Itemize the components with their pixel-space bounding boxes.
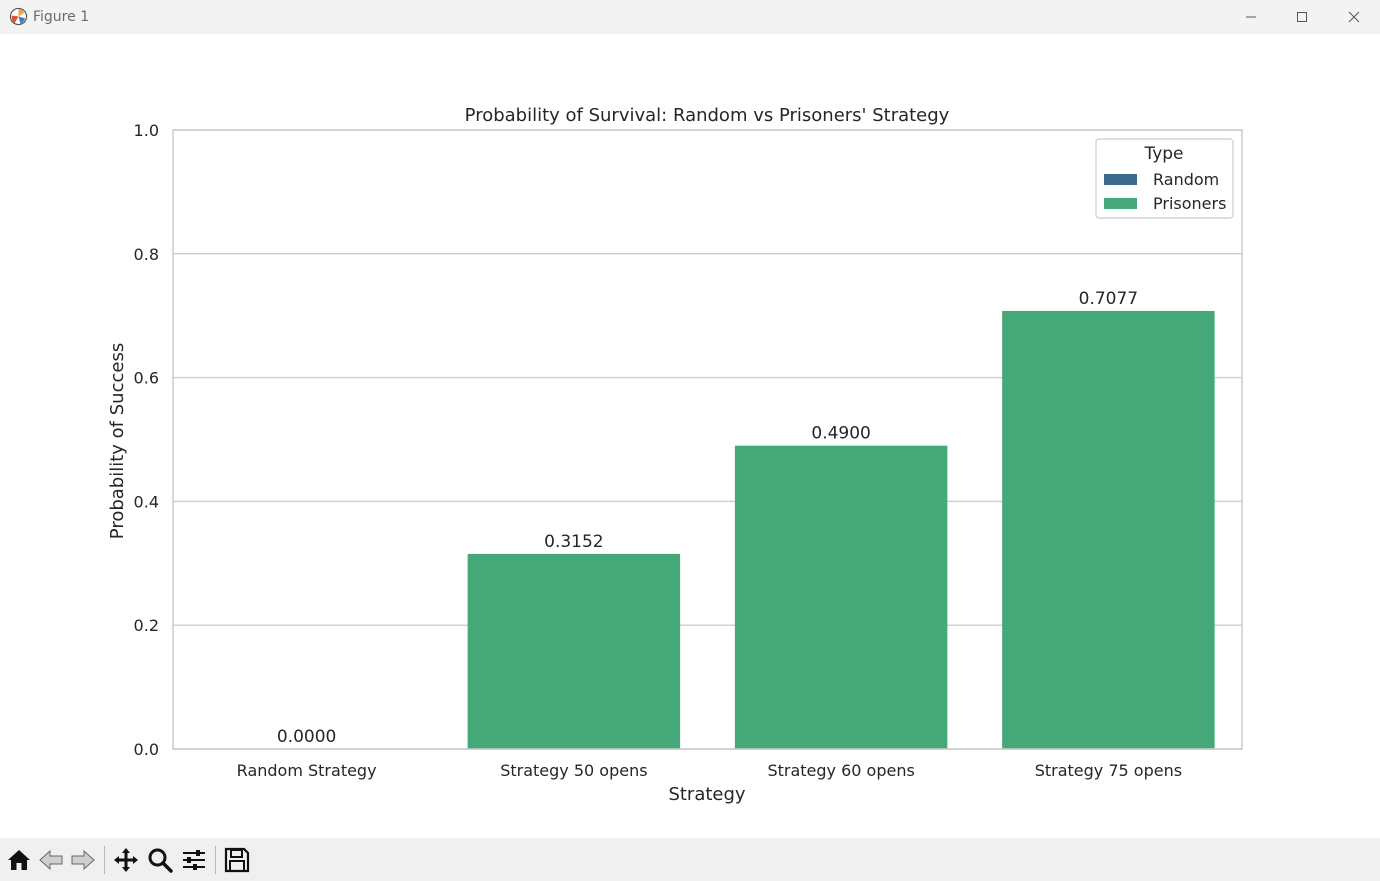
- y-tick-label: 0.0: [134, 740, 159, 759]
- back-arrow-icon: [39, 849, 63, 871]
- chart-title: Probability of Survival: Random vs Priso…: [465, 105, 950, 126]
- close-button[interactable]: [1328, 0, 1380, 34]
- x-tick-label: Strategy 60 opens: [767, 761, 914, 780]
- y-tick-label: 0.8: [134, 245, 159, 264]
- y-tick-label: 0.4: [134, 492, 159, 511]
- legend-swatch-random: [1104, 174, 1137, 185]
- maximize-icon: [1297, 12, 1307, 22]
- matplotlib-logo-icon: [9, 7, 28, 26]
- legend-label-prisoners: Prisoners: [1153, 194, 1226, 213]
- forward-arrow-icon: [71, 849, 95, 871]
- bar-value-label: 0.7077: [1079, 289, 1138, 309]
- bar-value-label: 0.0000: [277, 727, 336, 747]
- x-tick-labels: Random Strategy Strategy 50 opens Strategy…: [237, 761, 1182, 780]
- y-tick-labels: 0.0 0.2 0.4 0.6 0.8 1.0: [134, 121, 159, 759]
- y-axis-label: Probability of Success: [107, 343, 128, 539]
- home-icon: [8, 850, 30, 870]
- legend-swatch-prisoners: [1104, 198, 1137, 209]
- maximize-button[interactable]: [1276, 0, 1328, 34]
- window-titlebar: Figure 1: [0, 0, 1380, 34]
- axes-frame: [172, 129, 1243, 750]
- bar: [734, 445, 948, 749]
- configure-subplots-button[interactable]: [180, 846, 208, 874]
- legend-label-random: Random: [1153, 170, 1219, 189]
- y-tick-label: 0.6: [134, 369, 159, 388]
- forward-button[interactable]: [69, 846, 97, 874]
- configure-subplots-icon: [183, 850, 205, 870]
- close-icon: [1348, 11, 1360, 23]
- toolbar-separator: [215, 846, 216, 874]
- bar-chart: 0.0 0.2 0.4 0.6 0.8 1.0 Random Strategy Strate…: [107, 105, 1243, 805]
- y-tick-label: 1.0: [134, 121, 159, 140]
- bar: [1002, 310, 1215, 749]
- home-button[interactable]: [5, 846, 33, 874]
- bar-value-labels: 0.0000 0.3152 0.4900 0.7077: [277, 289, 1138, 747]
- zoom-button[interactable]: [146, 846, 174, 874]
- zoom-magnifier-icon: [148, 848, 173, 873]
- x-axis-label: Strategy: [668, 784, 745, 805]
- save-disk-icon: [224, 847, 250, 873]
- legend-title: Type: [1143, 144, 1183, 164]
- figure-canvas: 0.0 0.2 0.4 0.6 0.8 1.0 Random Strategy Strate…: [0, 34, 1380, 838]
- bar-value-label: 0.4900: [811, 424, 870, 444]
- save-button[interactable]: [223, 846, 251, 874]
- navigation-toolbar: [0, 838, 1380, 881]
- back-button[interactable]: [37, 846, 65, 874]
- bars: [467, 310, 1215, 749]
- x-tick-label: Strategy 75 opens: [1035, 761, 1182, 780]
- minimize-icon: [1246, 16, 1256, 18]
- x-tick-label: Strategy 50 opens: [500, 761, 647, 780]
- y-tick-label: 0.2: [134, 616, 159, 635]
- minimize-button[interactable]: [1225, 0, 1277, 34]
- pan-button[interactable]: [112, 846, 140, 874]
- bar: [467, 553, 681, 749]
- legend: Type Random Prisoners: [1095, 138, 1234, 219]
- x-tick-label: Random Strategy: [237, 761, 377, 780]
- window-title: Figure 1: [33, 9, 90, 25]
- toolbar-separator: [104, 846, 105, 874]
- bar-value-label: 0.3152: [544, 532, 603, 552]
- pan-move-icon: [114, 848, 138, 872]
